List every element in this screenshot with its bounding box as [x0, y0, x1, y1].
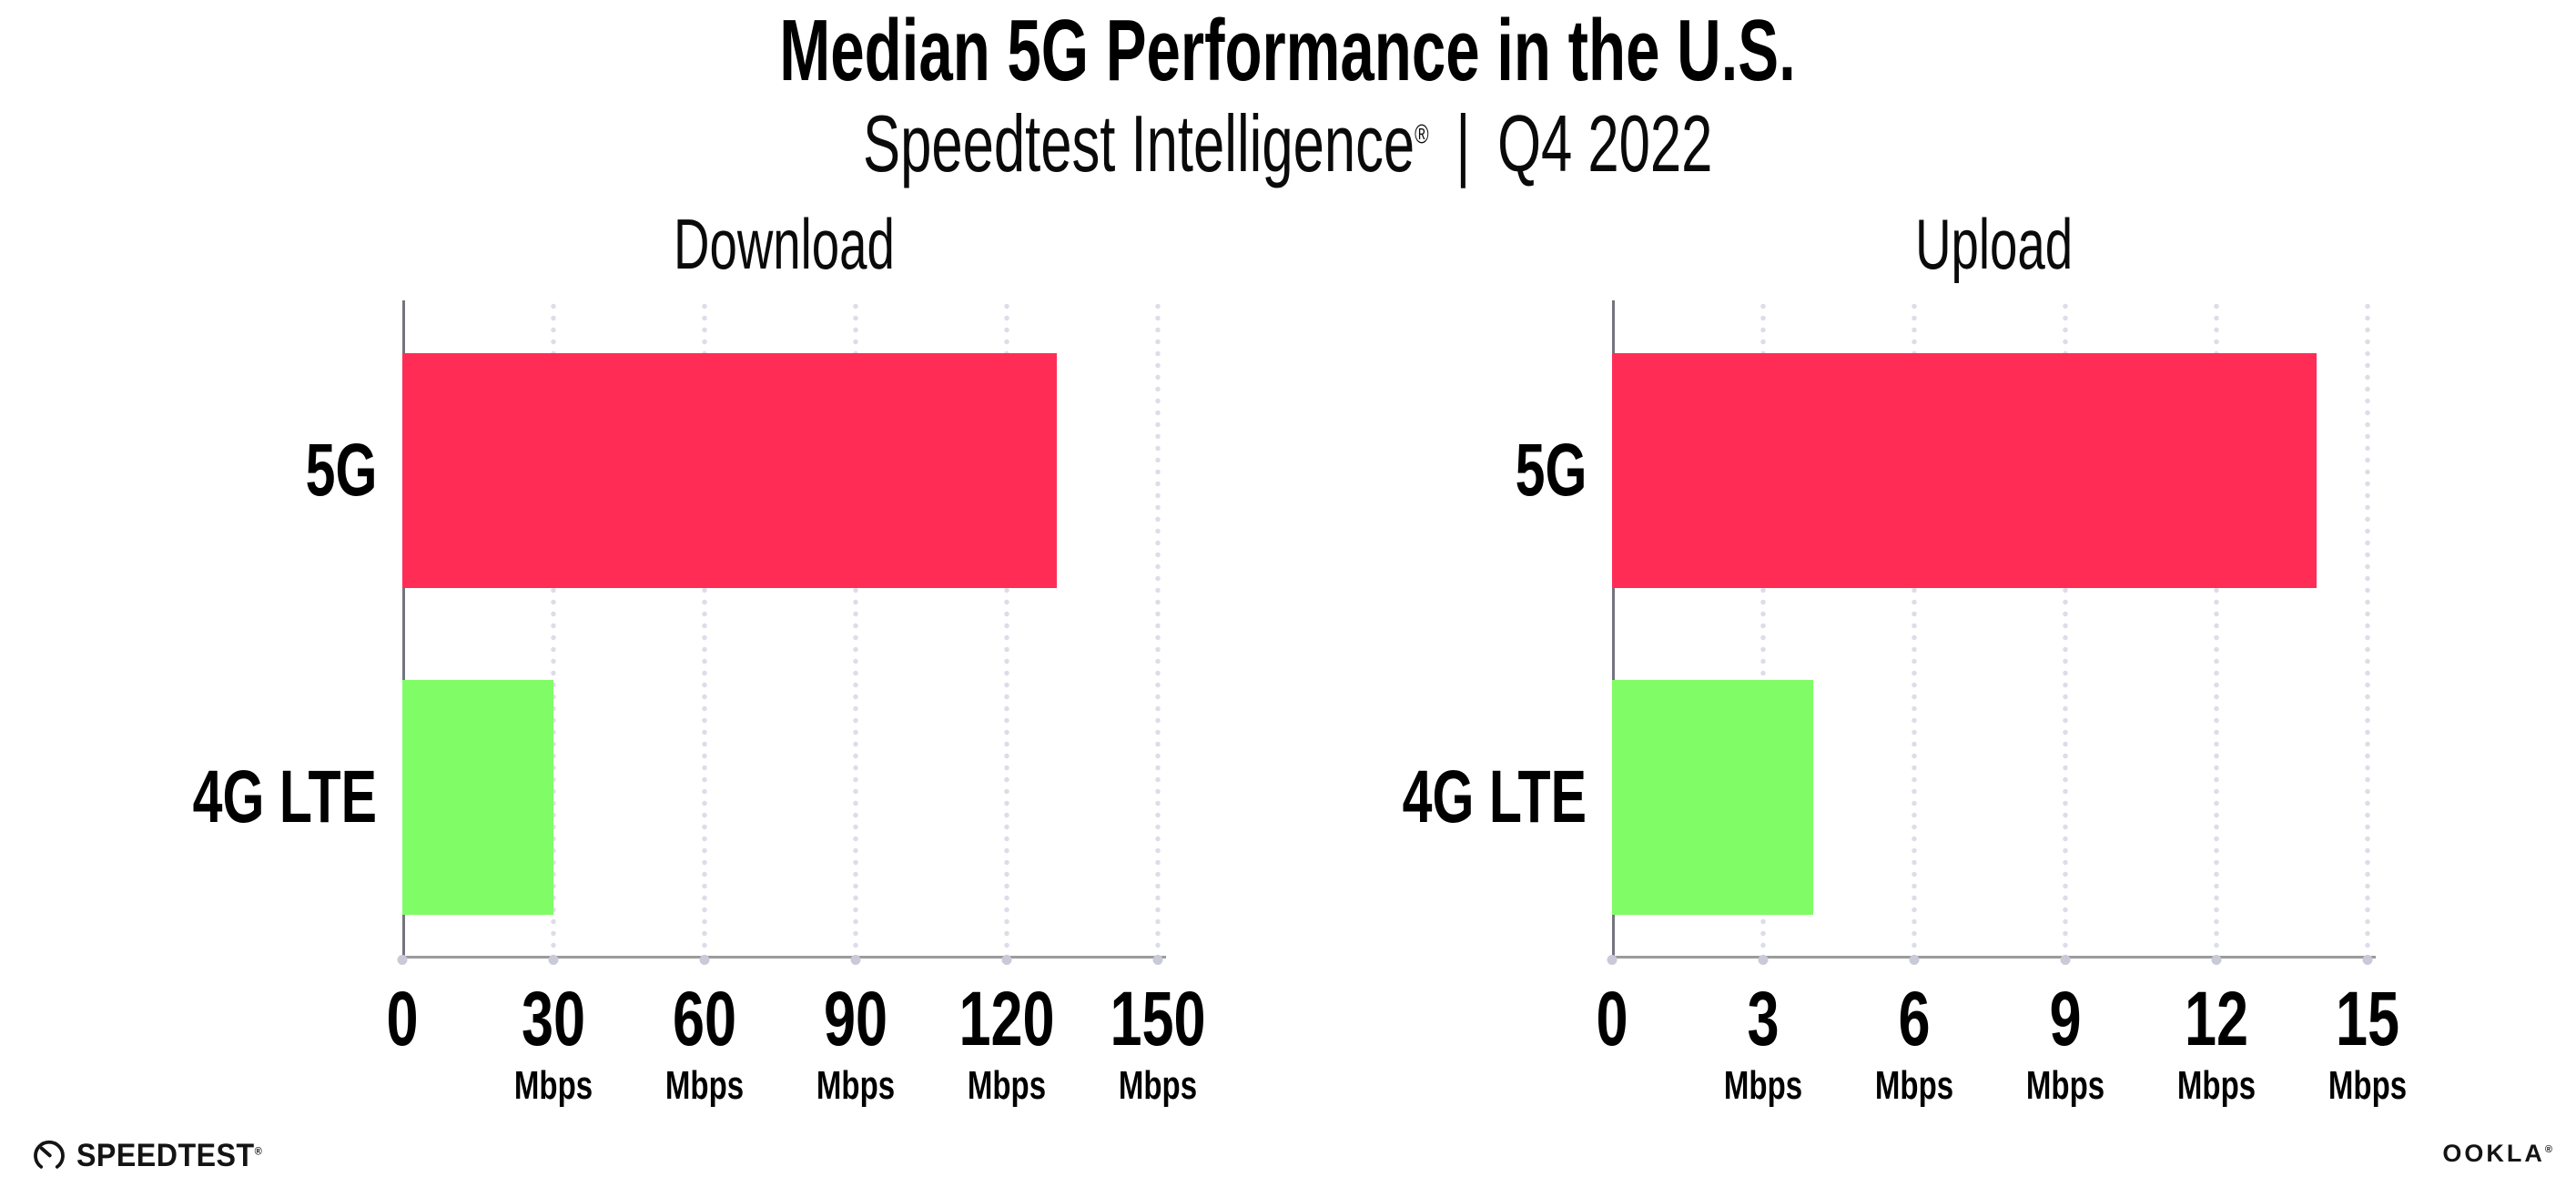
gridline: [1911, 300, 1917, 959]
gridline: [1003, 300, 1009, 959]
subtitle-period: Q4 2022: [1497, 98, 1713, 188]
download-chart: 5G 4G LTE 0 30 Mbps 60 Mbps 90 Mbps 120 Mbps 150 Mbp…: [193, 300, 1205, 1106]
axis-tick-dot: [1909, 955, 1920, 965]
x-tick-label: 0: [1591, 980, 1634, 1057]
axis-tick-dot: [2060, 955, 2071, 965]
axis-tick-dot: [2362, 955, 2373, 965]
axis-tick-dot: [1152, 955, 1163, 965]
5g-bar: [402, 352, 1057, 588]
x-tick-unit: Mbps: [664, 1063, 744, 1108]
axis-tick-dot: [1607, 955, 1618, 965]
axis-tick-dot: [548, 955, 559, 965]
x-tick-unit: Mbps: [2328, 1063, 2407, 1108]
4g-lte-bar: [1612, 680, 1814, 916]
axis-tick-dot: [1001, 955, 1012, 965]
x-tick-value: 120: [958, 976, 1055, 1061]
x-tick-value: 90: [823, 976, 887, 1061]
gridline: [2213, 300, 2219, 959]
gridline: [852, 300, 858, 959]
x-tick-label: 0: [381, 980, 424, 1057]
x-tick-label: 150 Mbps: [1094, 980, 1222, 1106]
speedtest-logo: SPEEDTEST®: [31, 1131, 279, 1182]
5g-category-label: 5G: [305, 429, 377, 512]
upload-chart-title: Upload: [1914, 204, 2074, 284]
subtitle-separator: |: [1455, 98, 1471, 188]
gridline: [550, 300, 556, 959]
4g-lte-category-label: 4G LTE: [192, 755, 377, 838]
x-tick-value: 0: [386, 976, 419, 1061]
x-tick-value: 150: [1110, 976, 1206, 1061]
x-tick-label: 3 Mbps: [1710, 980, 1815, 1106]
axis-tick-dot: [850, 955, 861, 965]
speedtest-gauge-icon: [34, 1140, 65, 1169]
ookla-registered-icon: ®: [2544, 1144, 2552, 1155]
upload-chart: 5G 4G LTE 0 3 Mbps 6 Mbps 9 Mbps 12 Mbps 15 Mbps: [1403, 300, 2407, 1106]
x-tick-unit: Mbps: [967, 1063, 1046, 1108]
ookla-logo: OOKLA®: [2442, 1140, 2552, 1168]
gridline: [1760, 300, 1766, 959]
x-tick-unit: Mbps: [816, 1063, 895, 1108]
ookla-wordmark: OOKLA: [2442, 1140, 2545, 1167]
x-tick-label: 6 Mbps: [1861, 980, 1966, 1106]
axis-frame: [402, 300, 1166, 959]
4g-lte-category-label: 4G LTE: [1402, 755, 1587, 838]
speedtest-wordmark: SPEEDTEST®: [76, 1138, 263, 1173]
x-tick-label: 60 Mbps: [652, 980, 756, 1106]
x-tick-label: 9 Mbps: [2013, 980, 2117, 1106]
x-tick-value: 6: [1898, 976, 1931, 1061]
x-tick-unit: Mbps: [2176, 1063, 2256, 1108]
download-chart-title: Download: [674, 204, 895, 284]
axis-tick-dot: [2211, 955, 2222, 965]
x-tick-value: 15: [2335, 976, 2399, 1061]
gridline: [701, 300, 707, 959]
page-title-text: Median 5G Performance in the U.S.: [779, 2, 1797, 99]
x-tick-label: 90 Mbps: [803, 980, 908, 1106]
page-title: Median 5G Performance in the U.S.: [0, 5, 2576, 97]
x-tick-unit: Mbps: [513, 1063, 593, 1108]
x-tick-unit: Mbps: [1118, 1063, 1197, 1108]
gridline: [1154, 300, 1161, 959]
x-tick-value: 0: [1596, 976, 1628, 1061]
x-tick-value: 30: [521, 976, 585, 1061]
axis-tick-dot: [1758, 955, 1769, 965]
page-subtitle: Speedtest Intelligence® | Q4 2022: [0, 101, 2576, 186]
axis-frame: [1612, 300, 2376, 959]
speedtest-registered-icon: ®: [254, 1144, 263, 1158]
x-tick-value: 12: [2184, 976, 2248, 1061]
x-tick-label: 120 Mbps: [943, 980, 1070, 1106]
x-tick-label: 12 Mbps: [2164, 980, 2268, 1106]
x-tick-unit: Mbps: [2025, 1063, 2104, 1108]
x-tick-unit: Mbps: [1723, 1063, 1802, 1108]
x-tick-unit: Mbps: [1874, 1063, 1953, 1108]
x-tick-value: 9: [2049, 976, 2082, 1061]
5g-category-label: 5G: [1515, 429, 1587, 512]
4g-lte-bar: [402, 680, 553, 916]
x-tick-label: 15 Mbps: [2315, 980, 2419, 1106]
x-tick-value: 3: [1747, 976, 1780, 1061]
axis-tick-dot: [699, 955, 710, 965]
gridline: [2062, 300, 2068, 959]
x-tick-label: 30 Mbps: [501, 980, 605, 1106]
subtitle-brand: Speedtest Intelligence: [863, 98, 1415, 188]
registered-trademark-icon: ®: [1415, 119, 1429, 150]
gridline: [2364, 300, 2370, 959]
axis-tick-dot: [397, 955, 408, 965]
5g-bar: [1612, 352, 2317, 588]
x-tick-value: 60: [672, 976, 736, 1061]
